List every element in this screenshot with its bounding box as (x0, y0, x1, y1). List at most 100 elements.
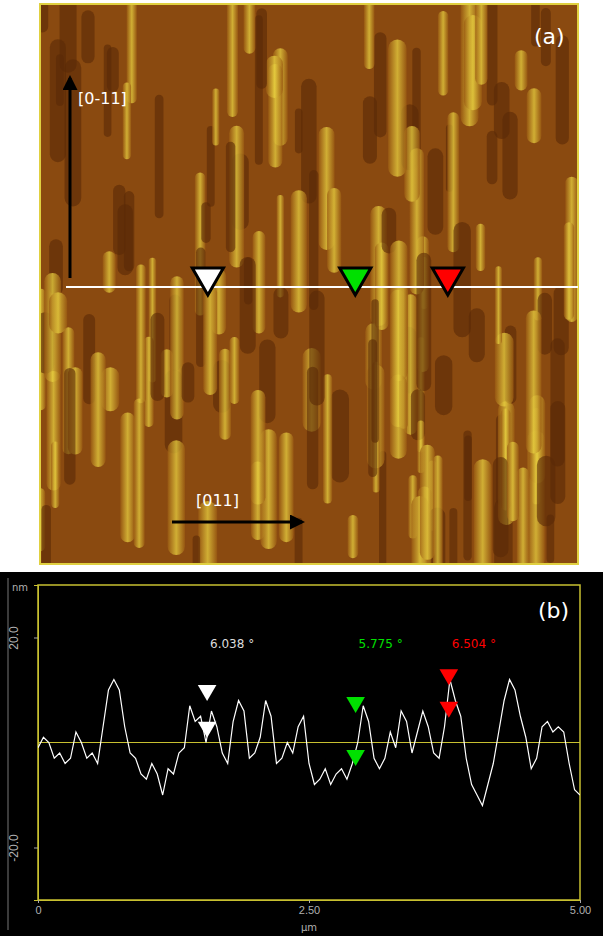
chart-background (0, 572, 603, 936)
cursor-marker (440, 669, 459, 685)
afm-texture (428, 148, 444, 235)
afm-texture (475, 4, 487, 85)
x-axis-line (39, 901, 581, 904)
afm-texture (388, 39, 407, 176)
afm-texture (474, 459, 492, 564)
panel-label: (b) (538, 598, 569, 623)
afm-texture (438, 11, 448, 96)
image-cursor (432, 268, 463, 295)
panel-label: (a) (534, 24, 565, 49)
afm-texture (301, 79, 316, 204)
afm-texture (203, 285, 217, 395)
plot-area (38, 669, 580, 805)
afm-texture (550, 338, 564, 466)
afm-texture (273, 287, 288, 338)
x-axis-title: µm (301, 922, 317, 933)
direction-label: [0-11] (78, 89, 127, 108)
cursor-marker (198, 685, 217, 701)
afm-texture (91, 352, 106, 467)
afm-texture (435, 355, 452, 415)
afm-texture (363, 96, 377, 164)
afm-texture (348, 515, 359, 558)
afm-texture (279, 432, 294, 542)
afm-texture (170, 276, 184, 419)
afm-texture (168, 440, 185, 555)
afm-texture (464, 435, 472, 501)
profile-series (38, 680, 580, 806)
afm-texture (476, 224, 486, 271)
afm-texture (556, 35, 569, 144)
cursor-label: 5.775 ° (359, 637, 403, 651)
cursor-marker (346, 750, 365, 766)
afm-texture (64, 368, 75, 485)
afm-texture (120, 413, 135, 543)
afm-texture (331, 389, 349, 482)
x-tick-mark (309, 900, 310, 903)
x-tick-label: 2.50 (299, 904, 320, 916)
afm-texture (251, 390, 266, 505)
afm-texture (295, 518, 303, 564)
cursor-marker (346, 697, 365, 713)
x-tick-label: 0 (35, 904, 41, 916)
image-cursor (340, 268, 371, 295)
y-axis: 20.0 -20.0 (7, 586, 39, 901)
afm-texture (198, 501, 217, 564)
x-axis: 0 2.50 5.00 (35, 900, 591, 916)
x-tick-mark (580, 900, 581, 903)
afm-texture (42, 505, 51, 564)
afm-texture (564, 222, 574, 320)
afm-texture (244, 4, 256, 54)
cursor-marker (440, 702, 459, 718)
afm-texture (49, 292, 67, 333)
afm-texture (182, 362, 195, 402)
afm-texture (51, 442, 59, 508)
plot-frame (38, 585, 580, 900)
afm-texture (371, 299, 378, 442)
afm-texture (277, 195, 285, 297)
afm-texture (201, 202, 210, 243)
x-tick-label: 5.00 (570, 904, 591, 916)
afm-texture (364, 4, 375, 69)
afm-texture (266, 56, 283, 98)
afm-texture (469, 308, 485, 362)
figure: [0-11][011](a)20.0-20.002.505.00µmnm6.03… (0, 0, 603, 936)
cursor-label: 6.038 ° (210, 637, 254, 651)
direction-arrow (69, 78, 72, 278)
afm-texture (390, 240, 407, 381)
x-tick: 5.00 (570, 900, 591, 916)
afm-texture (495, 266, 502, 344)
y-tick-mark (34, 638, 38, 639)
afm-texture (309, 290, 324, 405)
afm-texture (193, 535, 200, 564)
image-cursor (192, 268, 223, 295)
afm-texture (113, 185, 125, 255)
afm-texture (65, 59, 82, 206)
afm-texture (136, 264, 146, 403)
afm-texture (40, 4, 48, 32)
direction-arrow (172, 521, 302, 524)
profile-line (66, 286, 578, 288)
afm-texture (81, 10, 94, 63)
afm-texture (420, 445, 435, 560)
afm-texture (493, 457, 509, 557)
afm-texture (537, 456, 555, 526)
afm-texture (134, 398, 145, 548)
y-tick-label: -20.0 (7, 834, 21, 862)
x-tick: 2.50 (299, 900, 320, 916)
afm-texture (463, 430, 471, 560)
afm-texture (256, 8, 267, 89)
afm-texture (291, 190, 307, 312)
afm-texture (229, 337, 239, 404)
y-tick-label: 20.0 (7, 626, 21, 650)
afm-texture (327, 188, 341, 273)
afm-texture (219, 349, 231, 440)
zero-line (38, 742, 580, 743)
afm-texture (240, 257, 256, 354)
x-tick-mark (38, 900, 39, 903)
x-tick: 0 (35, 900, 41, 916)
afm-texture (487, 131, 498, 184)
y-axis-line (34, 586, 39, 901)
y-tick: -20.0 (7, 834, 38, 862)
afm-image (40, 4, 578, 564)
afm-texture (527, 88, 542, 143)
